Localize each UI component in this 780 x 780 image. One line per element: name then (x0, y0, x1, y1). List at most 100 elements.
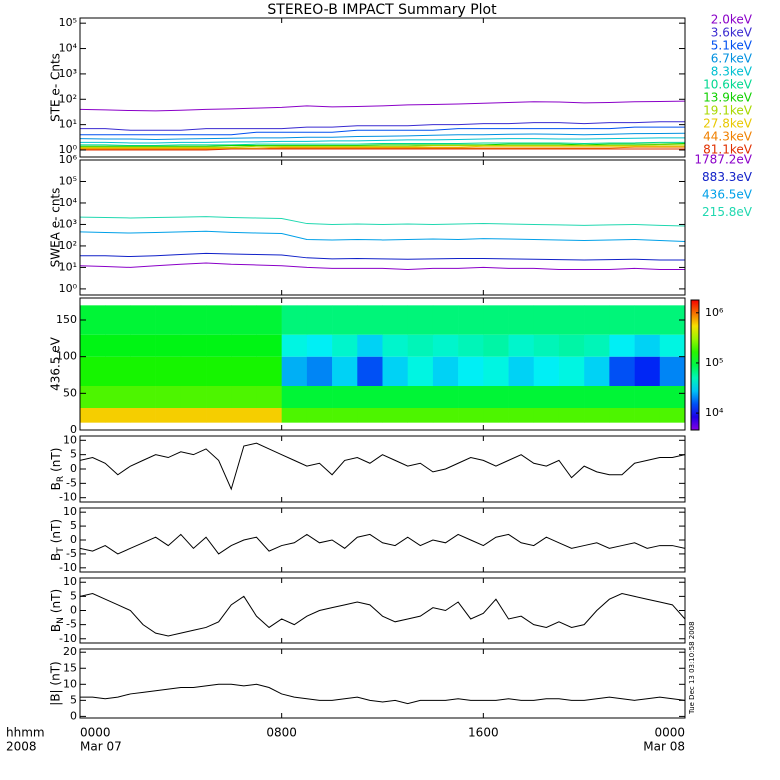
heatmap-cell (332, 305, 358, 335)
colorbar-tick-label: 10⁵ (705, 356, 723, 369)
heatmap-cell (80, 386, 106, 408)
y-tick-label: 10³ (59, 67, 77, 80)
series-line (80, 262, 685, 271)
y-tick-label: 20 (63, 645, 77, 658)
series-line (80, 216, 685, 227)
y-tick-label: 10² (59, 92, 77, 105)
x-tick-label: 0000 (80, 726, 111, 740)
y-tick-label: 5 (70, 519, 77, 532)
x-tick-label: 0800 (266, 726, 297, 740)
y-tick-label: -10 (59, 632, 77, 645)
y-tick-label: -5 (66, 547, 77, 560)
heatmap-cell (483, 356, 509, 386)
heatmap-cell (483, 408, 509, 423)
y-axis-label-part: B (49, 482, 63, 490)
heatmap-cell (105, 408, 131, 423)
heatmap-cell (155, 305, 182, 335)
heatmap-cell (508, 356, 535, 386)
series-line (80, 230, 685, 243)
heatmap-cell (105, 334, 131, 357)
heatmap-cell (458, 386, 484, 408)
heatmap-cell (533, 386, 560, 408)
heatmap-cell (130, 386, 156, 408)
heatmap-cell (206, 305, 232, 335)
heatmap-cell (634, 386, 661, 408)
heatmap-cell (256, 305, 282, 335)
heatmap-cell (382, 386, 409, 408)
y-tick-label: 10⁰ (59, 143, 78, 156)
y-tick-label: -5 (66, 618, 77, 631)
heatmap-cell (256, 334, 282, 357)
heatmap-cell (659, 334, 685, 357)
panel-frame (79, 17, 686, 158)
heatmap-cell (584, 386, 610, 408)
x-tick-label: 1600 (468, 726, 499, 740)
heatmap-cell (130, 408, 156, 423)
y-axis-label-sub: T (56, 547, 66, 554)
series-line (80, 132, 685, 140)
legend-entry: 44.3keV (703, 130, 753, 144)
y-tick-label: 10⁶ (59, 153, 78, 166)
heatmap-cell (306, 334, 333, 357)
heatmap-cell (609, 334, 635, 357)
y-tick-label: 0 (70, 709, 77, 722)
heatmap-cell (357, 334, 383, 357)
plot-area (80, 683, 685, 705)
plot-area (80, 100, 685, 151)
heatmap-cell (634, 334, 661, 357)
series-line (80, 144, 685, 148)
row-label: hhmm (6, 726, 45, 740)
row-label: 2008 (6, 740, 37, 754)
plot-area (80, 305, 685, 423)
heatmap-cell (634, 305, 661, 335)
heatmap-cell (357, 408, 383, 423)
heatmap-cell (659, 386, 685, 408)
heatmap-cell (584, 408, 610, 423)
y-axis-label: BN (nT) (49, 589, 66, 632)
heatmap-cell (558, 305, 585, 335)
y-axis-label: 436.5 eV (49, 336, 63, 391)
heatmap-cell (256, 408, 282, 423)
x-tick-label: 0000 (654, 726, 685, 740)
y-tick-label: 100 (56, 350, 77, 363)
y-tick-label: 5 (70, 693, 77, 706)
heatmap-cell (458, 305, 484, 335)
y-axis-label-sub: R (56, 476, 66, 482)
heatmap-cell (533, 334, 560, 357)
y-tick-label: 10⁵ (59, 16, 77, 29)
plot-area (80, 216, 685, 271)
y-tick-label: 10¹ (59, 260, 77, 273)
heatmap-cell (281, 334, 308, 357)
y-tick-label: 10⁴ (59, 42, 78, 55)
y-tick-label: 10² (59, 239, 77, 252)
heatmap-cell (206, 408, 232, 423)
heatmap-cell (407, 386, 434, 408)
heatmap-cell (105, 305, 131, 335)
y-axis-label: SWEA e- cnts (49, 188, 63, 268)
panel-frame (79, 507, 686, 573)
series-line (80, 252, 685, 261)
heatmap-cell (407, 356, 434, 386)
heatmap-cell (80, 356, 106, 386)
panel-frame (79, 648, 686, 719)
heatmap-cell (281, 386, 308, 408)
heatmap-cell (432, 408, 459, 423)
heatmap-cell (609, 305, 635, 335)
heatmap-cell (281, 408, 308, 423)
heatmap-cell (659, 356, 685, 386)
series-line (80, 146, 685, 150)
heatmap-cell (407, 408, 434, 423)
heatmap-cell (180, 408, 207, 423)
legend-entry: 5.1keV (711, 39, 753, 53)
heatmap-cell (382, 408, 409, 423)
heatmap-cell (634, 408, 661, 423)
heatmap-cell (609, 356, 635, 386)
series-line (80, 137, 685, 144)
y-tick-label: 0 (70, 423, 77, 436)
legend-entry: 81.1keV (703, 143, 753, 157)
heatmap-cell (382, 334, 409, 357)
heatmap-cell (432, 305, 459, 335)
legend-entry: 10.6keV (703, 78, 753, 92)
heatmap-cell (281, 356, 308, 386)
